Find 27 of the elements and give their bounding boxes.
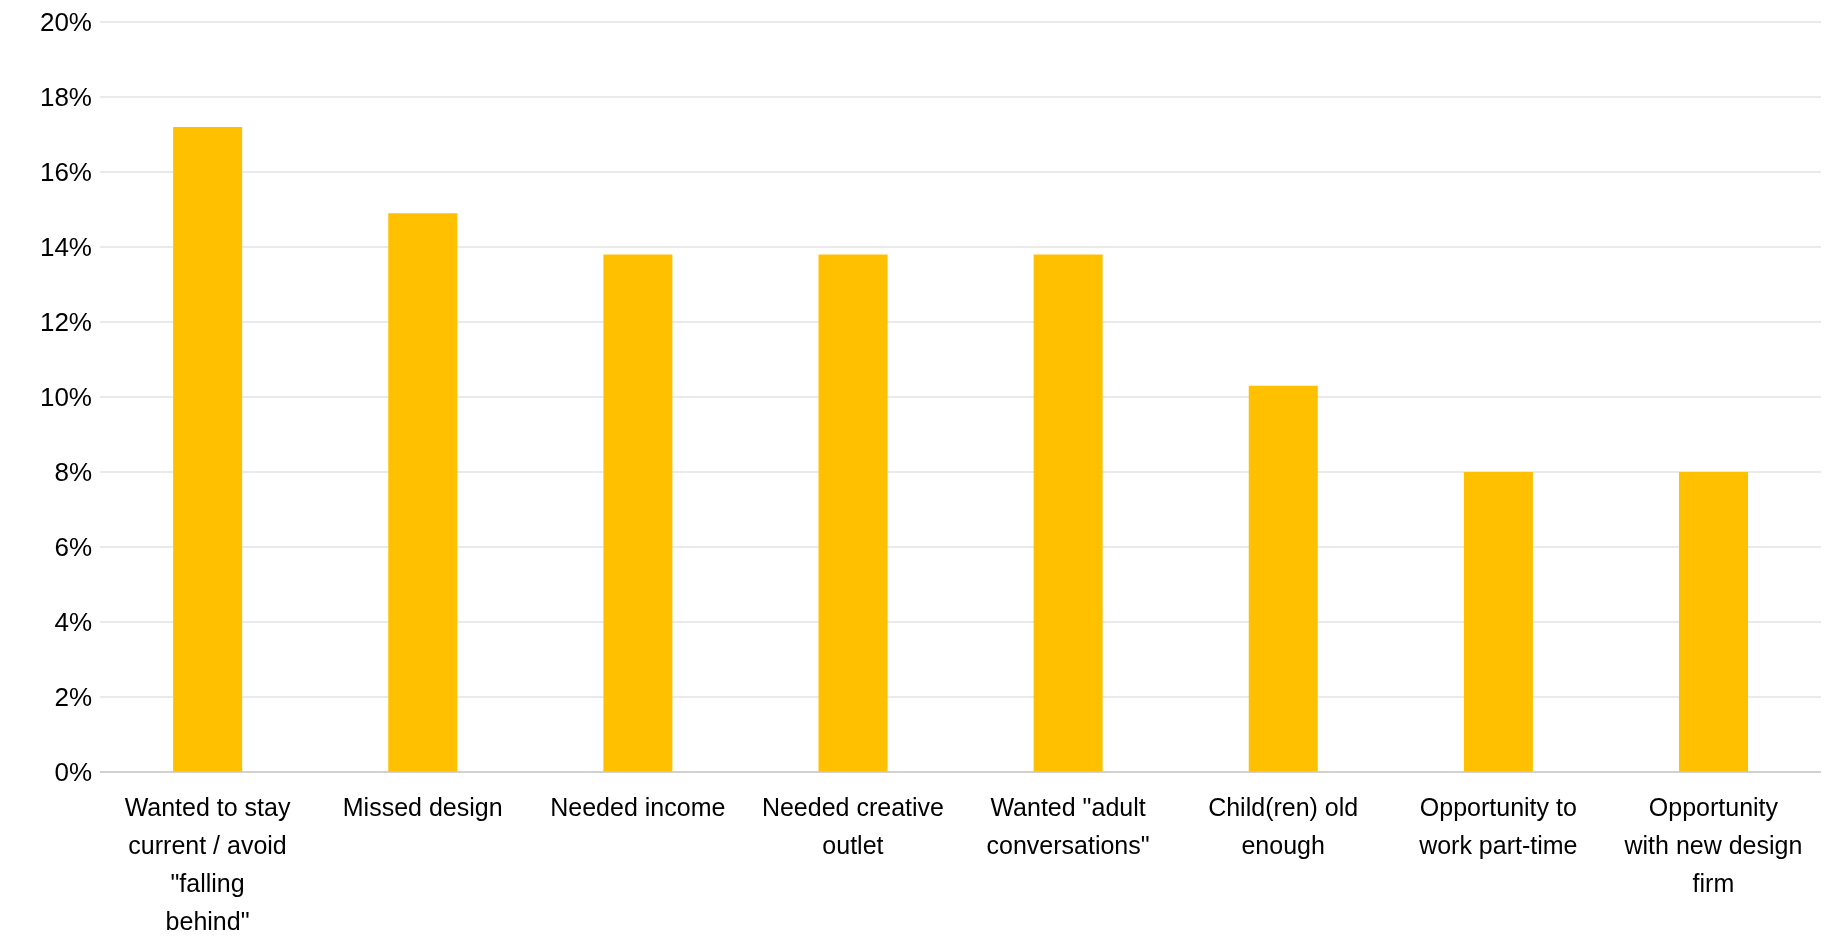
bar	[818, 254, 888, 772]
bar	[1248, 385, 1318, 772]
y-tick-label: 8%	[54, 457, 92, 488]
y-tick-label: 14%	[39, 232, 92, 263]
x-tick-label: Opportunity with new design firm	[1623, 793, 1803, 897]
bar	[603, 254, 673, 772]
bar	[173, 127, 243, 772]
bar	[1679, 472, 1749, 772]
y-tick-label: 0%	[54, 757, 92, 788]
x-tick-label: Wanted "adult conversations"	[986, 793, 1150, 859]
y-tick-label: 4%	[54, 607, 92, 638]
x-tick-label: Missed design	[342, 793, 503, 821]
bar	[1033, 254, 1103, 772]
y-tick-label: 12%	[39, 307, 92, 338]
y-tick-label: 16%	[39, 157, 92, 188]
x-tick-label: Wanted to stay current / avoid "falling behind"	[124, 793, 291, 935]
y-tick-label: 2%	[54, 682, 92, 713]
x-tick-label: Needed creative outlet	[761, 793, 944, 859]
x-tick-label: Opportunity to work part-time	[1418, 793, 1578, 859]
x-tick-label: Needed income	[550, 793, 726, 821]
y-tick-label: 20%	[39, 7, 92, 38]
y-tick-label: 10%	[39, 382, 92, 413]
bar	[1463, 472, 1533, 772]
bar	[388, 213, 458, 772]
x-tick-label: Child(ren) old enough	[1208, 793, 1359, 859]
y-tick-label: 6%	[54, 532, 92, 563]
y-tick-label: 18%	[39, 82, 92, 113]
